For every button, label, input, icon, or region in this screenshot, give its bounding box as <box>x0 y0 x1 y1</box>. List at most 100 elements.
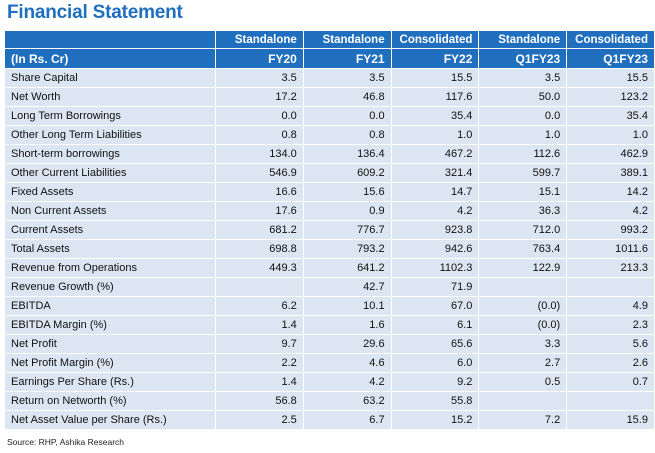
value-cell: 63.2 <box>302 391 392 411</box>
table-row: Net Profit 9.7 29.6 65.6 3.3 5.6 <box>4 334 655 354</box>
table-row: EBITDA 6.2 10.1 67.0 (0.0) 4.9 <box>4 296 655 316</box>
value-cell: 4.2 <box>566 201 655 221</box>
value-cell: 5.6 <box>566 334 655 354</box>
value-cell <box>478 391 568 411</box>
header-row-type: Standalone Standalone Consolidated Stand… <box>4 30 655 49</box>
header-type-cell: Standalone <box>302 30 392 49</box>
value-cell: (0.0) <box>478 315 568 335</box>
table-row: Earnings Per Share (Rs.) 1.4 4.2 9.2 0.5 0.7 <box>4 372 655 392</box>
value-cell: 993.2 <box>566 220 655 240</box>
row-label: Return on Networth (%) <box>4 391 216 411</box>
row-label: Revenue Growth (%) <box>4 277 216 297</box>
row-label: Share Capital <box>4 68 216 88</box>
value-cell: 7.2 <box>478 410 568 430</box>
table-row: Return on Networth (%) 56.8 63.2 55.8 <box>4 391 655 411</box>
table-row: EBITDA Margin (%) 1.4 1.6 6.1 (0.0) 2.3 <box>4 315 655 335</box>
row-label: EBITDA <box>4 296 216 316</box>
row-label: Other Current Liabilities <box>4 163 216 183</box>
row-label: Non Current Assets <box>4 201 216 221</box>
value-cell: 321.4 <box>390 163 480 183</box>
value-cell: 763.4 <box>478 239 568 259</box>
table-row: Other Long Term Liabilities 0.8 0.8 1.0 1.0 1… <box>4 125 655 145</box>
value-cell: 449.3 <box>215 258 304 278</box>
row-label: Other Long Term Liabilities <box>4 125 216 145</box>
value-cell: 1.0 <box>390 125 480 145</box>
value-cell: 1.4 <box>215 372 304 392</box>
header-period-cell: FY21 <box>302 48 392 69</box>
row-label: Current Assets <box>4 220 216 240</box>
value-cell: 2.7 <box>478 353 568 373</box>
value-cell: 942.6 <box>390 239 480 259</box>
value-cell: 4.2 <box>390 201 480 221</box>
value-cell: 55.8 <box>390 391 480 411</box>
table-row: Net Profit Margin (%) 2.2 4.6 6.0 2.7 2.6 <box>4 353 655 373</box>
table-row: Short-term borrowings 134.0 136.4 467.2 112.… <box>4 144 655 164</box>
value-cell: 462.9 <box>566 144 655 164</box>
value-cell <box>566 391 655 411</box>
value-cell: 0.0 <box>302 106 392 126</box>
value-cell: 609.2 <box>302 163 392 183</box>
header-row-period: (In Rs. Cr) FY20 FY21 FY22 Q1FY23 Q1FY23 <box>4 48 655 69</box>
value-cell: 3.5 <box>478 68 568 88</box>
value-cell: 46.8 <box>302 87 392 107</box>
value-cell: 1.0 <box>566 125 655 145</box>
row-label: Net Profit Margin (%) <box>4 353 216 373</box>
header-blank-cell <box>4 30 216 49</box>
value-cell: 467.2 <box>390 144 480 164</box>
table-row: Other Current Liabilities 546.9 609.2 321.4… <box>4 163 655 183</box>
value-cell: 112.6 <box>478 144 568 164</box>
table-row: Current Assets 681.2 776.7 923.8 712.0 993.2 <box>4 220 655 240</box>
row-label: Fixed Assets <box>4 182 216 202</box>
table-row: Total Assets 698.8 793.2 942.6 763.4 1011.6 <box>4 239 655 259</box>
value-cell: 793.2 <box>302 239 392 259</box>
value-cell: 1011.6 <box>566 239 655 259</box>
source-note: Source: RHP, Ashika Research <box>7 437 125 447</box>
value-cell: 15.1 <box>478 182 568 202</box>
row-label: Total Assets <box>4 239 216 259</box>
value-cell: 599.7 <box>478 163 568 183</box>
value-cell: 0.9 <box>302 201 392 221</box>
value-cell: 1.4 <box>215 315 304 335</box>
value-cell: 6.0 <box>390 353 480 373</box>
table-row: Net Asset Value per Share (Rs.) 2.5 6.7 15.… <box>4 410 655 430</box>
value-cell: 35.4 <box>390 106 480 126</box>
value-cell: 2.2 <box>215 353 304 373</box>
header-type-cell: Standalone <box>478 30 568 49</box>
table-row: Revenue Growth (%) 42.7 71.9 <box>4 277 655 297</box>
value-cell: 15.5 <box>566 68 655 88</box>
table-row: Share Capital 3.5 3.5 15.5 3.5 15.5 <box>4 68 655 88</box>
value-cell: 17.6 <box>215 201 304 221</box>
header-type-cell: Standalone <box>215 30 304 49</box>
value-cell <box>478 277 568 297</box>
page-title: Financial Statement <box>7 2 183 23</box>
header-period-cell: FY22 <box>390 48 480 69</box>
value-cell: 36.3 <box>478 201 568 221</box>
value-cell: 6.7 <box>302 410 392 430</box>
header-type-cell: Consolidated <box>566 30 655 49</box>
value-cell: 0.0 <box>478 106 568 126</box>
unit-label: (In Rs. Cr) <box>4 48 216 69</box>
value-cell: 134.0 <box>215 144 304 164</box>
value-cell: 6.2 <box>215 296 304 316</box>
value-cell: 17.2 <box>215 87 304 107</box>
value-cell <box>215 277 304 297</box>
value-cell: 9.2 <box>390 372 480 392</box>
table-row: Net Worth 17.2 46.8 117.6 50.0 123.2 <box>4 87 655 107</box>
value-cell: 0.5 <box>478 372 568 392</box>
value-cell: 56.8 <box>215 391 304 411</box>
value-cell: 4.2 <box>302 372 392 392</box>
value-cell: 14.2 <box>566 182 655 202</box>
value-cell: 3.5 <box>215 68 304 88</box>
value-cell: 16.6 <box>215 182 304 202</box>
value-cell: 1.0 <box>478 125 568 145</box>
value-cell: 117.6 <box>390 87 480 107</box>
value-cell: 1102.3 <box>390 258 480 278</box>
value-cell: 6.1 <box>390 315 480 335</box>
value-cell: 71.9 <box>390 277 480 297</box>
table-row: Long Term Borrowings 0.0 0.0 35.4 0.0 35.4 <box>4 106 655 126</box>
row-label: Short-term borrowings <box>4 144 216 164</box>
value-cell: 42.7 <box>302 277 392 297</box>
value-cell: 9.7 <box>215 334 304 354</box>
value-cell: 1.6 <box>302 315 392 335</box>
table-row: Non Current Assets 17.6 0.9 4.2 36.3 4.2 <box>4 201 655 221</box>
